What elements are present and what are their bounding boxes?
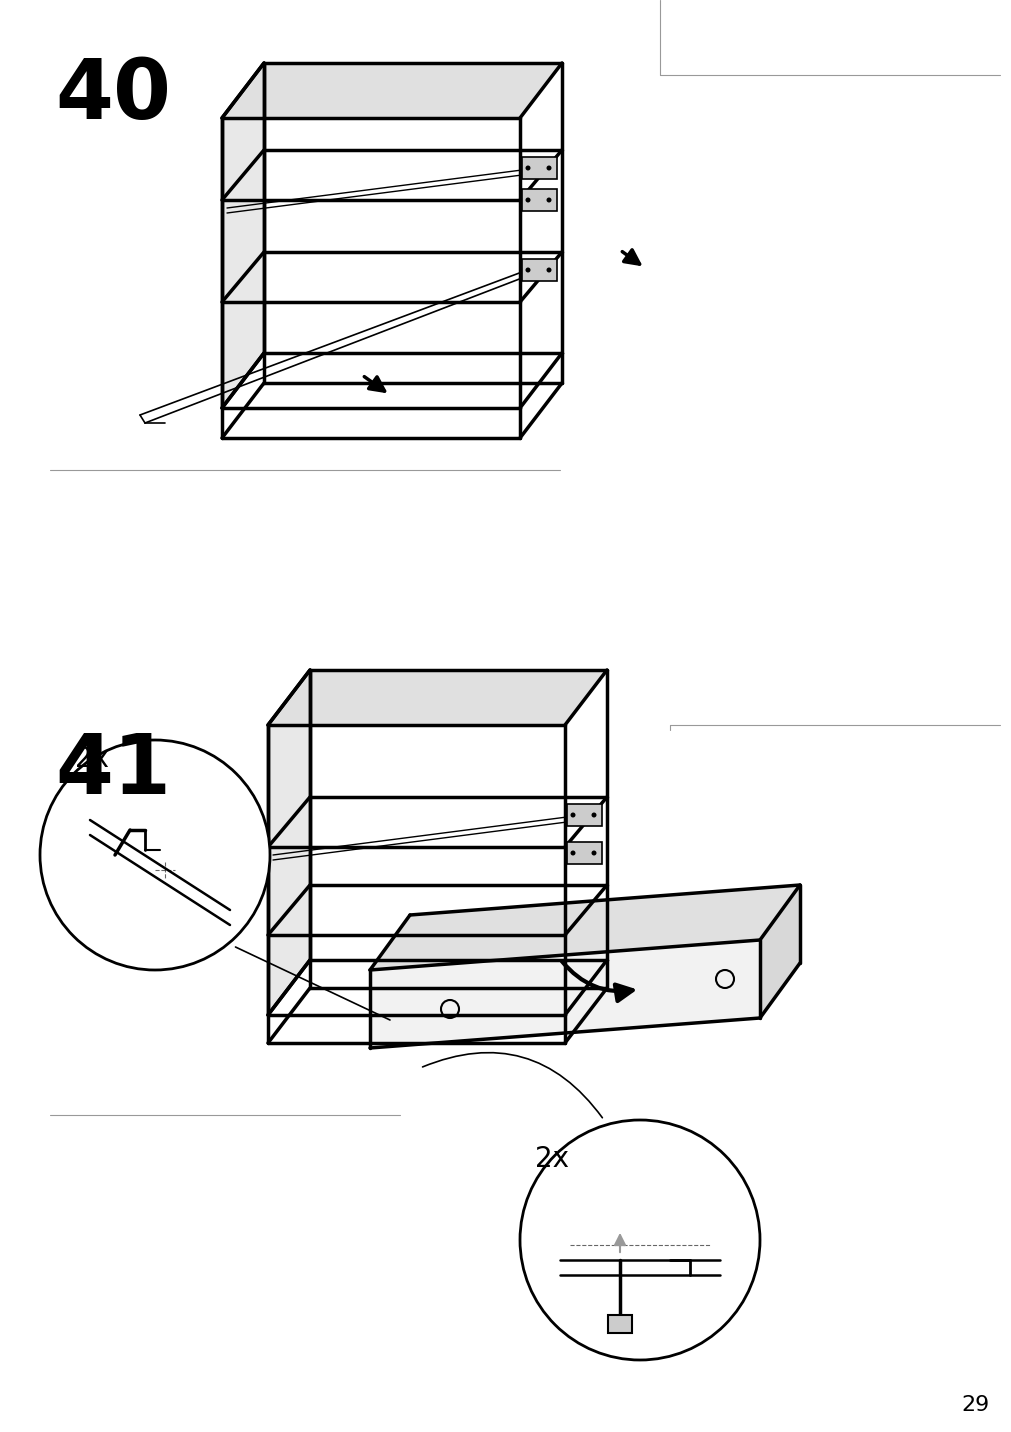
Bar [566,842,602,863]
Polygon shape [221,63,561,117]
Text: 2x: 2x [535,1146,568,1173]
Bar [522,189,556,211]
Polygon shape [268,670,309,1015]
Circle shape [40,740,270,969]
Polygon shape [268,670,607,725]
Bar [522,259,556,281]
Circle shape [525,268,530,272]
Circle shape [590,812,595,818]
Polygon shape [221,63,264,408]
Circle shape [525,166,530,170]
Circle shape [546,166,551,170]
Circle shape [570,812,575,818]
Circle shape [590,851,595,855]
Text: 29: 29 [960,1395,989,1415]
Circle shape [520,1120,759,1360]
Bar [522,158,556,179]
Polygon shape [370,885,800,969]
Text: 2x: 2x [75,745,109,773]
Circle shape [525,198,530,202]
Bar [566,803,602,826]
Polygon shape [759,885,800,1018]
Circle shape [570,851,575,855]
Circle shape [546,198,551,202]
Circle shape [546,268,551,272]
Bar [608,1315,632,1333]
Polygon shape [370,939,759,1048]
Text: 41: 41 [55,730,171,811]
Text: 40: 40 [55,54,171,136]
